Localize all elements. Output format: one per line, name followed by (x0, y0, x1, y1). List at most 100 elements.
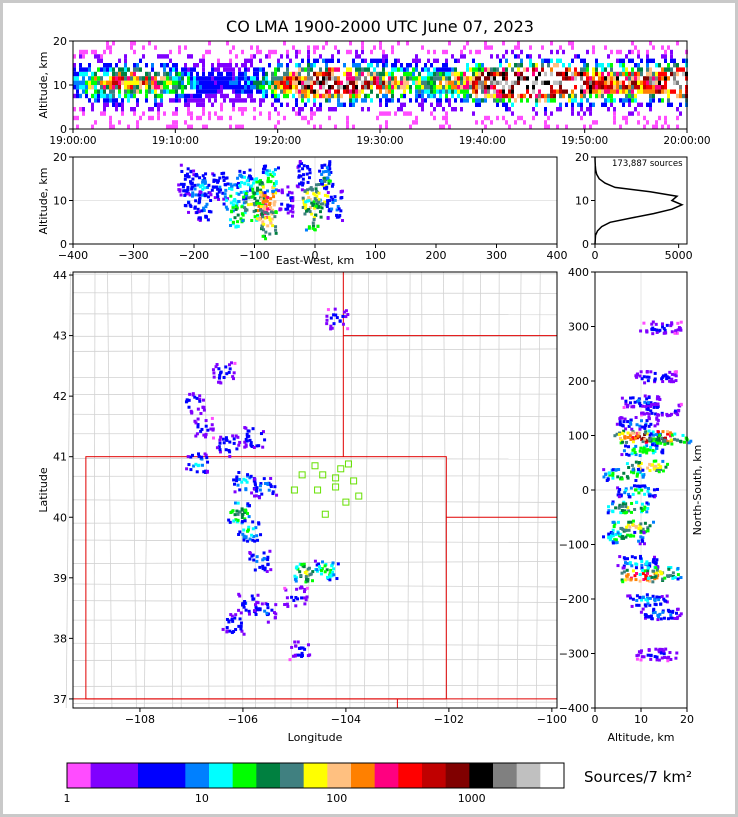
density-cell (391, 67, 394, 72)
density-cell (151, 115, 154, 121)
density-cell (493, 89, 496, 94)
density-cell (136, 67, 139, 72)
density-cell (273, 183, 277, 187)
density-cell (289, 71, 292, 77)
density-cell (583, 63, 586, 68)
density-cell (172, 80, 175, 85)
density-cell (650, 575, 654, 579)
density-cell (358, 93, 361, 99)
density-cell (274, 76, 277, 81)
density-cell (466, 63, 469, 68)
density-cell (647, 396, 651, 400)
density-cell (637, 491, 641, 495)
station-marker (311, 462, 319, 470)
density-cell (439, 80, 442, 85)
density-cell (635, 375, 639, 379)
density-cell (592, 49, 595, 55)
density-cell (263, 205, 267, 209)
density-cell (634, 444, 638, 448)
density-cell (293, 640, 297, 644)
density-cell (304, 203, 308, 207)
density-cell (289, 89, 292, 94)
density-cell (340, 102, 343, 107)
density-cell (220, 172, 224, 176)
density-cell (358, 54, 361, 59)
density-cell (220, 93, 223, 99)
density-cell (631, 430, 635, 434)
density-cell (466, 76, 469, 81)
density-cell (631, 468, 635, 472)
density-cell (295, 111, 298, 116)
county-lines (65, 271, 558, 709)
density-cell (307, 225, 311, 229)
density-cell (376, 115, 379, 121)
density-cell (97, 67, 100, 72)
density-cell (424, 80, 427, 85)
density-cell (643, 115, 646, 121)
latitude-tick-label: 44 (53, 269, 67, 282)
density-cell (669, 574, 673, 578)
density-cell (613, 107, 616, 112)
density-cell (220, 85, 223, 90)
longitude-tick-label: −108 (125, 713, 155, 726)
density-cell (304, 93, 307, 99)
density-cell (385, 89, 388, 94)
density-cell (643, 124, 646, 129)
density-cell (645, 406, 649, 410)
density-cell (79, 85, 82, 90)
density-cell (676, 71, 679, 77)
density-cell (202, 89, 205, 94)
density-cell (635, 423, 639, 427)
density-cell (253, 67, 256, 72)
density-cell (193, 93, 196, 99)
density-cell (658, 85, 661, 90)
density-cell (223, 67, 226, 72)
density-cell (211, 368, 215, 372)
density-cell (532, 115, 535, 121)
density-cell (618, 503, 622, 507)
density-cell (595, 89, 598, 94)
density-cell (654, 433, 658, 437)
density-cell (307, 566, 311, 570)
density-cell (118, 120, 121, 125)
density-cell (648, 579, 652, 583)
density-cell (415, 85, 418, 90)
density-cell (197, 210, 201, 214)
density-cell (660, 656, 664, 660)
density-cell (300, 596, 304, 600)
density-cell (601, 102, 604, 107)
density-cell (620, 453, 624, 457)
density-cell (660, 411, 664, 415)
density-cell (88, 98, 91, 103)
density-cell (361, 80, 364, 85)
density-cell (634, 374, 638, 378)
density-cell (508, 107, 511, 112)
density-cell (550, 67, 553, 72)
density-cell (607, 98, 610, 103)
density-cell (637, 120, 640, 125)
density-cell (199, 429, 203, 433)
colorbar-swatch (374, 763, 399, 788)
density-cell (629, 396, 633, 400)
density-cell (442, 107, 445, 112)
density-cell (580, 98, 583, 103)
density-cell (238, 93, 241, 99)
density-cell (273, 485, 277, 489)
density-cell (301, 89, 304, 94)
density-cell (598, 85, 601, 90)
density-cell (306, 654, 310, 658)
density-cell (610, 98, 613, 103)
density-cell (653, 424, 657, 428)
density-cell (190, 182, 194, 186)
density-cell (316, 93, 319, 99)
density-cell (662, 327, 666, 331)
density-cell (679, 576, 683, 580)
density-cell (100, 89, 103, 94)
density-cell (656, 436, 660, 440)
density-cell (627, 520, 631, 524)
density-cell (321, 202, 325, 206)
density-cell (229, 76, 232, 81)
density-cell (382, 49, 385, 55)
density-cell (212, 178, 216, 182)
density-cell (649, 85, 652, 90)
